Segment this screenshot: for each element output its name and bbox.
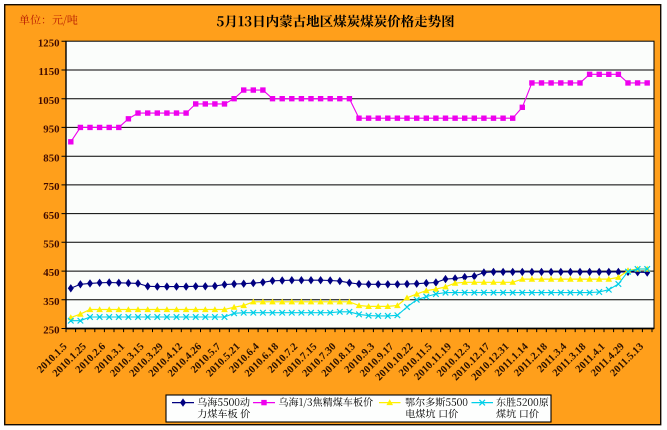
- svg-text:750: 750: [43, 181, 59, 193]
- svg-text:950: 950: [43, 124, 59, 136]
- svg-text:850: 850: [43, 152, 59, 164]
- svg-text:1250: 1250: [38, 38, 60, 50]
- svg-text:250: 250: [43, 325, 59, 337]
- svg-text:650: 650: [43, 210, 59, 222]
- svg-text:1050: 1050: [38, 95, 60, 107]
- svg-text:550: 550: [43, 239, 59, 251]
- svg-text:1150: 1150: [39, 66, 60, 78]
- svg-text:450: 450: [43, 267, 59, 279]
- svg-text:350: 350: [43, 296, 59, 308]
